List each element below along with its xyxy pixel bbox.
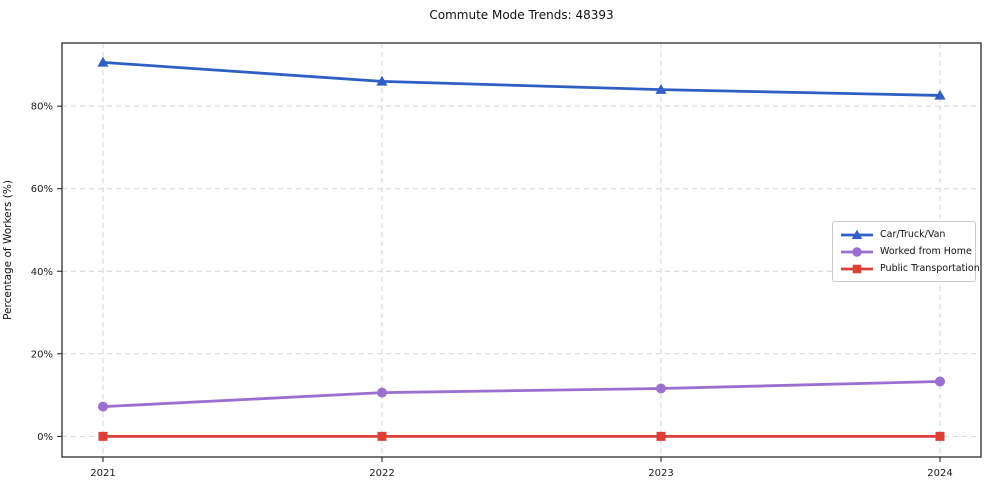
legend-swatch-triangle-icon	[841, 229, 873, 239]
data-point-marker-circle	[98, 401, 108, 412]
legend-label: Worked from Home	[880, 246, 972, 257]
legend-swatch-square-icon	[841, 264, 873, 273]
x-tick-label: 2022	[369, 468, 394, 479]
legend-label: Car/Truck/Van	[880, 229, 946, 240]
data-point-marker-square	[852, 264, 862, 273]
data-point-marker-square	[377, 431, 387, 441]
y-tick-label: 80%	[31, 102, 53, 113]
y-tick-label: 60%	[31, 184, 53, 195]
legend-entry-public-transportation: Public Transportation	[840, 262, 980, 275]
x-tick-label: 2021	[90, 468, 115, 479]
data-point-marker-triangle	[934, 89, 946, 100]
series-line-car-truck-van	[101, 60, 942, 97]
data-point-marker-circle	[935, 376, 945, 387]
legend-swatch-circle-icon	[841, 246, 873, 257]
data-point-marker-triangle	[97, 56, 109, 67]
x-tick-label: 2023	[648, 468, 673, 479]
data-point-marker-circle	[377, 387, 387, 398]
legend-box: Car/Truck/Van Worked from Home Public Tr…	[832, 221, 980, 282]
data-point-marker-triangle	[851, 229, 863, 239]
data-point-marker-circle	[656, 383, 666, 394]
y-tick-label: 20%	[31, 349, 53, 360]
y-tick-label: 0%	[37, 432, 53, 443]
data-point-marker-triangle	[655, 84, 667, 94]
data-point-marker-square	[935, 431, 945, 441]
legend-entry-car-truck-van: Car/Truck/Van	[840, 228, 967, 241]
chart-title: Commute Mode Trends: 48393	[429, 8, 614, 22]
legend-entry-worked-from-home: Worked from Home	[840, 245, 972, 258]
series-line-worked-from-home	[101, 380, 942, 409]
axes-spines	[61, 42, 982, 458]
data-point-marker-square	[98, 431, 108, 441]
data-point-marker-square	[656, 431, 666, 441]
x-tick-label: 2024	[927, 468, 952, 479]
data-point-marker-triangle	[376, 75, 388, 86]
legend-label: Public Transportation	[880, 263, 980, 274]
y-tick-label: 40%	[31, 267, 53, 278]
data-point-marker-circle	[852, 246, 862, 257]
